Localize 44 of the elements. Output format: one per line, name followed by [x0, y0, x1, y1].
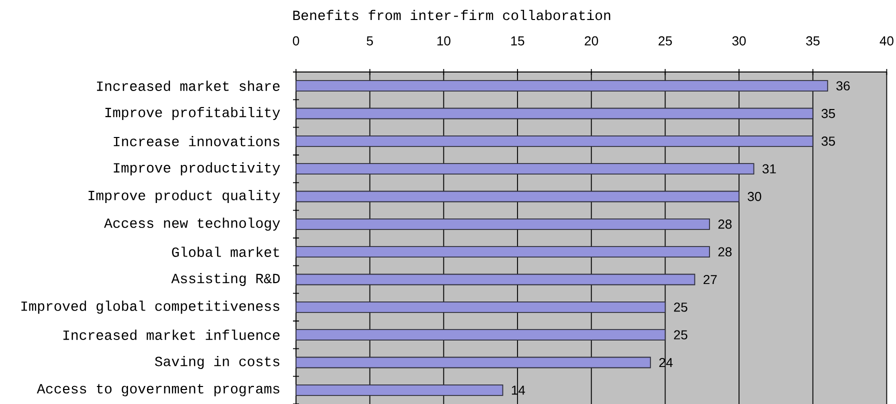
x-tick-label: 0	[292, 36, 300, 46]
bar	[296, 246, 710, 258]
data-label: 30	[748, 192, 762, 202]
y-tick-label: Global market	[172, 246, 280, 257]
y-tick-label: Increase innovations	[114, 136, 280, 146]
y-tick-label: Improve productivity	[114, 162, 280, 176]
bar	[296, 190, 740, 202]
y-tick-label: Improve profitability	[105, 106, 280, 120]
y-tick-label: Increased market influence	[63, 330, 280, 340]
bar	[296, 356, 651, 368]
data-label: 27	[704, 274, 717, 284]
bar	[296, 108, 814, 120]
data-label: 31	[762, 164, 776, 174]
data-label: 28	[718, 220, 732, 229]
bar	[296, 163, 754, 175]
bar	[296, 384, 504, 396]
x-tick-label: 25	[658, 36, 672, 46]
bar	[296, 135, 814, 147]
y-tick-label: Increased market share	[97, 80, 280, 91]
x-tick-label: 10	[437, 36, 450, 46]
x-tick-label: 5	[366, 36, 373, 46]
y-tick-label: Improved global competitiveness	[21, 300, 280, 314]
data-label: 35	[822, 108, 835, 118]
x-tick-label: 20	[584, 36, 598, 46]
data-label: 35	[822, 136, 835, 146]
bar	[296, 274, 696, 286]
data-label: 25	[674, 330, 688, 340]
y-tick-label: Assisting R&D	[171, 272, 280, 286]
data-label: 25	[674, 302, 688, 312]
bar	[296, 218, 710, 230]
data-label: 36	[836, 81, 850, 90]
y-tick-label: Access to government programs	[36, 384, 280, 396]
x-tick-label: 15	[511, 36, 524, 46]
data-label: 28	[718, 247, 732, 256]
y-tick-label: Access new technology	[104, 218, 280, 231]
bar	[296, 329, 666, 341]
x-tick-label: 30	[732, 36, 746, 46]
bar	[296, 301, 666, 313]
x-tick-label: 35	[806, 36, 820, 46]
x-tick-label: 40	[880, 36, 894, 46]
y-tick-label: Improve product quality	[88, 190, 280, 204]
bar	[296, 80, 828, 92]
y-tick-label: Saving in costs	[155, 356, 280, 370]
chart-title: Benefits from inter-firm collaboration	[293, 10, 610, 20]
